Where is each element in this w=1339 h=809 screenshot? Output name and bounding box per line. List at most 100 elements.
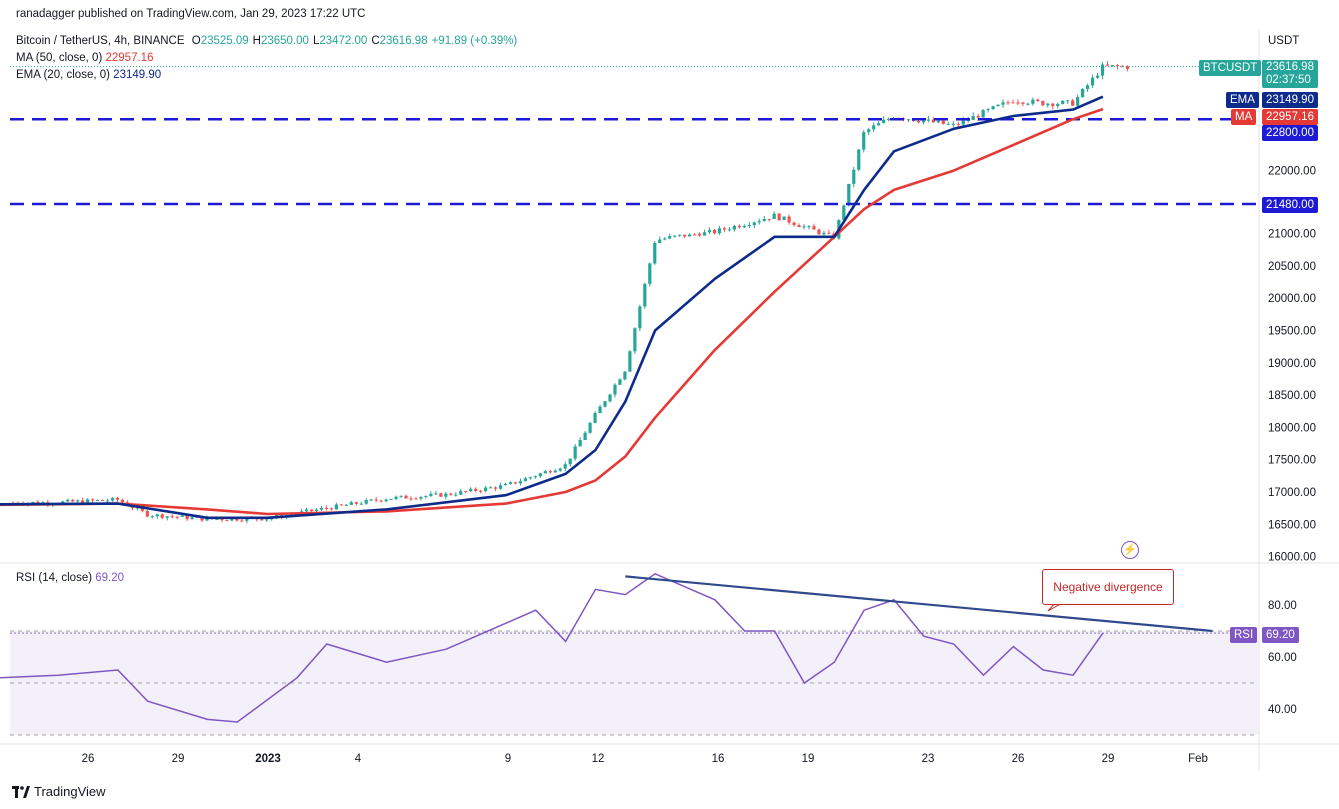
candle-body (777, 213, 781, 220)
candle-body (339, 504, 343, 506)
candle-body (782, 216, 786, 220)
candle-body (414, 498, 418, 500)
candle-body (573, 446, 577, 459)
candle-body (1046, 103, 1050, 106)
candle-body (489, 487, 493, 489)
candle-body (165, 516, 169, 518)
candle-body (474, 488, 478, 491)
candle-body (449, 493, 453, 495)
candle-body (563, 464, 567, 469)
candle-body (1095, 75, 1100, 78)
candle-body (1086, 85, 1090, 89)
candle-body (797, 225, 801, 228)
candle-body (668, 236, 672, 239)
candle-body (678, 234, 682, 236)
time-tick: 16 (712, 753, 725, 765)
candle-body (688, 234, 692, 237)
candle-body (145, 510, 149, 517)
candle-body (588, 422, 592, 433)
candle-body (538, 473, 542, 477)
candle-body (981, 110, 985, 118)
price-tick: 19500.00 (1268, 326, 1316, 338)
candle-body (528, 477, 532, 479)
legend-ohlc-O: O23525.09 (191, 35, 249, 47)
candle-body (1036, 99, 1040, 101)
candle-body (31, 501, 35, 504)
candle-body (508, 482, 513, 484)
candle-body (757, 221, 761, 223)
candle-body (1051, 103, 1055, 107)
legend-ema: EMA (20, close, 0) 23149.90 (16, 69, 161, 81)
lightning-icon[interactable]: ⚡ (1121, 541, 1139, 559)
candle-body (951, 123, 955, 125)
candle-body (558, 468, 562, 471)
candle-body (991, 106, 995, 110)
candle-body (518, 481, 523, 484)
price-tick: 18000.00 (1268, 422, 1316, 434)
candle-body (762, 218, 766, 222)
candle-body (245, 517, 249, 521)
price-tick: 16000.00 (1268, 552, 1316, 564)
candle-body (857, 149, 861, 170)
time-tick: 12 (592, 753, 605, 765)
legend-rsi-label: RSI (14, close) (16, 572, 93, 584)
candle-body (608, 394, 612, 402)
candle-body (105, 500, 110, 502)
price-tick: 19000.00 (1268, 358, 1316, 370)
candle-body (1115, 65, 1120, 67)
candle-body (872, 125, 876, 130)
candle-body (404, 495, 408, 499)
ema-tag: EMA (1226, 92, 1259, 108)
candle-body (663, 238, 667, 240)
candle-body (66, 499, 70, 502)
rsi-price-label: 69.20 (1262, 627, 1299, 643)
candle-body (369, 499, 373, 501)
candle-body (1100, 64, 1105, 76)
candle-body (170, 516, 174, 518)
candle-body (598, 406, 602, 414)
candle-body (822, 232, 826, 235)
candle-body (100, 499, 105, 501)
candle-body (842, 205, 846, 221)
candle-body (772, 213, 776, 220)
candle-body (469, 488, 473, 492)
candle-body (862, 132, 866, 150)
candle-body (787, 216, 791, 223)
candle-body (966, 119, 970, 121)
candle-body (986, 109, 990, 111)
candle-body (240, 520, 244, 522)
candle-body (648, 263, 652, 284)
candle-body (503, 483, 508, 486)
legend-ohlc-H: H23650.00 (252, 35, 309, 47)
candle-body (459, 491, 463, 495)
candle-body (792, 222, 796, 226)
candle-body (583, 432, 587, 440)
candle-body (961, 120, 965, 125)
candle-body (827, 232, 831, 234)
price-tick: 20000.00 (1268, 293, 1316, 305)
candle-body (926, 119, 930, 121)
level-21480-label: 21480.00 (1262, 197, 1318, 213)
candle-body (1125, 66, 1129, 69)
price-tick: 16500.00 (1268, 519, 1316, 531)
candle-body (1041, 100, 1045, 106)
candle-body (1031, 99, 1035, 104)
candle-body (1081, 88, 1085, 98)
candle-body (553, 470, 557, 473)
candle-body (454, 494, 458, 496)
candle-body (702, 232, 707, 236)
candle-body (76, 500, 80, 502)
rsi-line (0, 572, 1104, 723)
candle-body (86, 499, 90, 504)
candle-body (941, 120, 945, 125)
candle-body (882, 119, 886, 124)
candle-body (110, 497, 115, 501)
candle-body (1011, 102, 1015, 104)
candle-body (230, 518, 234, 521)
candle-body (807, 226, 811, 228)
candle-body (737, 225, 741, 228)
price-tick: 17500.00 (1268, 455, 1316, 467)
candle-body (304, 509, 309, 512)
candle-body (479, 490, 483, 492)
